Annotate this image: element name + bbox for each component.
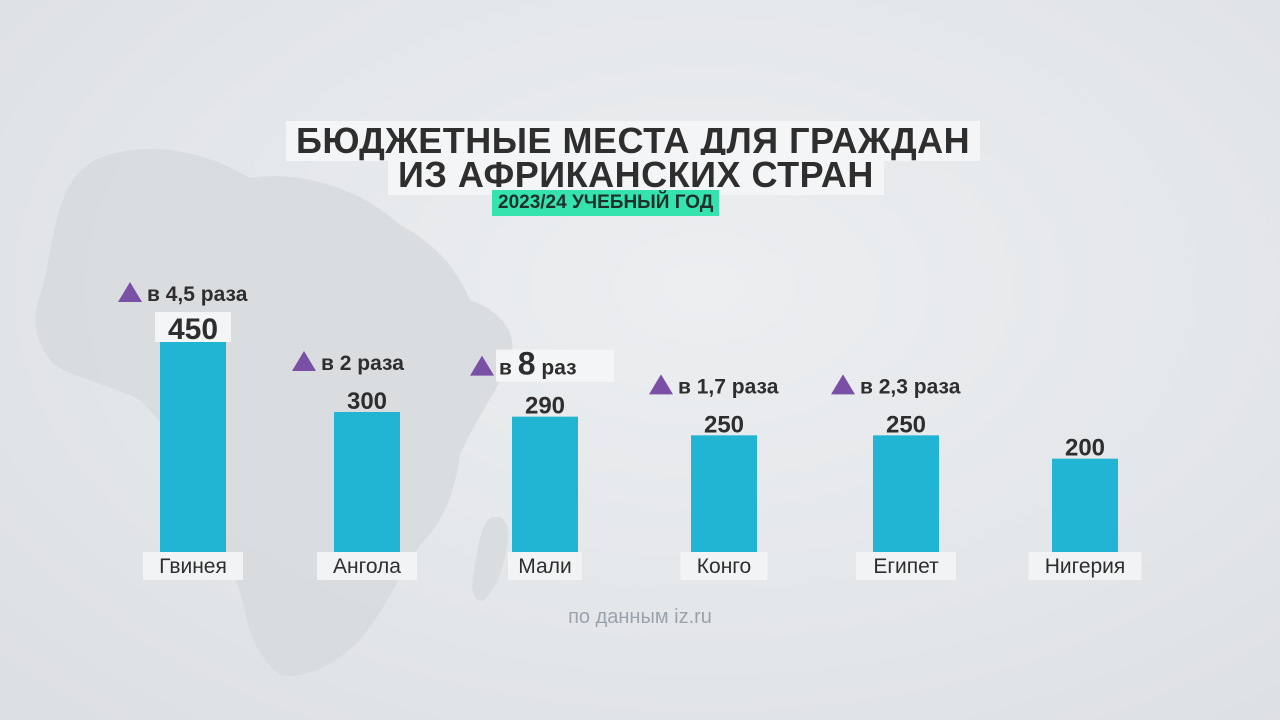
value-label: 450 (168, 313, 218, 346)
growth-suffix: раза (908, 375, 961, 398)
category-label-background (856, 552, 956, 580)
category-label-background (317, 552, 417, 580)
category-label: Ангола (333, 555, 401, 578)
bar-group: Ангола 300 в 2 раза (292, 351, 417, 580)
growth-suffix: раз (536, 357, 577, 380)
category-label: Египет (873, 555, 939, 578)
madagascar-shape (472, 516, 509, 601)
growth-label: в 8 раз (499, 346, 577, 382)
growth-label: в 4,5 раза (147, 283, 248, 306)
growth-suffix: раза (351, 352, 404, 375)
category-label-background (143, 552, 243, 580)
growth-prefix: в (147, 283, 166, 306)
bar (691, 435, 757, 552)
bar (160, 342, 226, 552)
value-label-background (155, 312, 231, 342)
chart-subtitle: 2023/24 УЧЕБНЫЙ ГОД (492, 190, 720, 216)
triangle-up-icon (292, 351, 316, 371)
growth-number: 2 (340, 352, 352, 375)
bar-group: Конго 250 в 1,7 раза (649, 374, 779, 580)
growth-number: 1,7 (697, 375, 726, 398)
bar (1052, 458, 1118, 552)
growth-suffix: раза (726, 375, 779, 398)
category-label-background (680, 552, 768, 580)
growth-suffix: раза (195, 283, 248, 306)
source-note: по данным iz.ru (568, 606, 712, 628)
triangle-up-icon (649, 374, 673, 395)
growth-prefix: в (499, 357, 518, 380)
bar-group: Нигерия 200 (1028, 435, 1142, 580)
growth-prefix: в (321, 352, 340, 375)
category-label-background (508, 552, 582, 580)
value-label: 300 (347, 388, 387, 415)
category-label: Гвинея (159, 555, 227, 578)
growth-number: 8 (518, 346, 536, 382)
bar (873, 435, 939, 552)
category-label: Нигерия (1045, 555, 1126, 578)
triangle-up-icon (118, 282, 142, 302)
chart-title-line-1: БЮДЖЕТНЫЕ МЕСТА ДЛЯ ГРАЖДАН (286, 121, 981, 161)
triangle-up-icon (831, 374, 855, 395)
bar (334, 412, 400, 552)
growth-prefix: в (860, 375, 879, 398)
growth-label: в 2 раза (321, 352, 404, 375)
growth-prefix: в (678, 375, 697, 398)
bar-group: Мали 290 в 8 раз (470, 346, 614, 580)
bar (512, 416, 578, 552)
growth-label: в 2,3 раза (860, 375, 961, 398)
value-label: 290 (525, 393, 565, 420)
growth-label-background (496, 349, 614, 382)
value-label: 250 (704, 411, 744, 438)
category-label-background (1028, 552, 1142, 580)
growth-label: в 1,7 раза (678, 375, 779, 398)
value-label: 250 (886, 411, 926, 438)
triangle-up-icon (470, 355, 494, 376)
category-label: Конго (697, 555, 751, 578)
bar-group: Египет 250 в 2,3 раза (831, 374, 961, 580)
growth-number: 2,3 (879, 375, 908, 398)
growth-number: 4,5 (166, 283, 196, 306)
value-label: 200 (1065, 435, 1105, 462)
category-label: Мали (518, 555, 571, 578)
chart-title-line-2: ИЗ АФРИКАНСКИХ СТРАН (388, 155, 884, 195)
